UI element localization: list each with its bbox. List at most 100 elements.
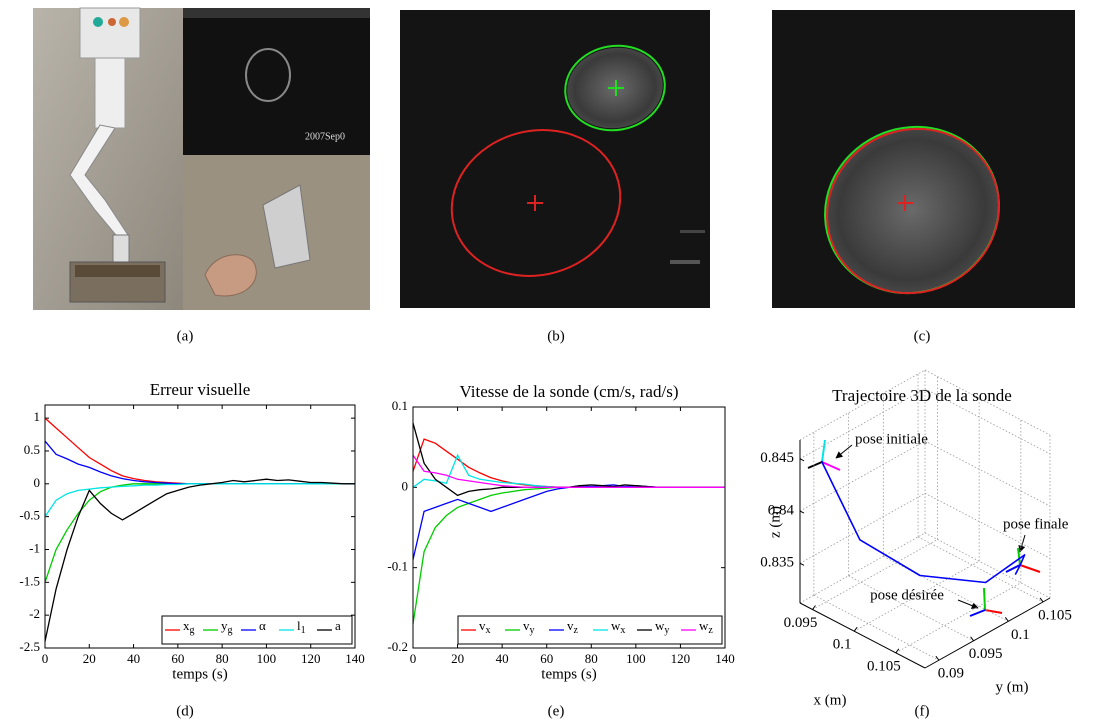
legend-label: yg	[221, 618, 233, 636]
pose-frames	[807, 439, 1041, 617]
grid-line	[895, 582, 1022, 654]
y-tick-label: 0.095	[969, 646, 1003, 662]
y-tick-label: -2.5	[19, 639, 40, 654]
x-tick-label: 80	[585, 651, 598, 666]
series-line	[44, 440, 355, 485]
caption: (e)	[548, 703, 565, 719]
legend-label: vz	[567, 618, 579, 636]
y-tick-label: -0.1	[387, 559, 408, 574]
legend-label: l1	[297, 618, 306, 636]
trajectory	[820, 460, 1026, 584]
x-tick-label: 0.105	[867, 658, 901, 674]
legend-label: vy	[523, 618, 535, 636]
photo-a: 2007Sep0	[33, 7, 370, 310]
x-tick-label: 20	[83, 651, 96, 666]
y-axis	[924, 597, 1051, 669]
legend-label: vx	[479, 618, 491, 636]
x-tick	[853, 626, 858, 632]
caption: (a)	[177, 328, 194, 344]
box-edge	[924, 532, 1051, 599]
annotation: pose finale	[1003, 516, 1069, 532]
y-tick-label: 0.09	[938, 666, 964, 682]
x-axis-label: x (m)	[814, 692, 847, 708]
image-text: 2007Sep0	[305, 131, 345, 142]
x-tick-label: 80	[216, 651, 229, 666]
y-tick-label: 1	[34, 409, 41, 424]
x-tick-label: 120	[301, 651, 321, 666]
x-tick-label: 20	[451, 651, 464, 666]
grid-line	[883, 555, 1009, 622]
annotation: pose désirée	[870, 587, 944, 603]
grid-line	[924, 440, 1051, 507]
z-tick	[799, 562, 805, 566]
y-tick-label: 0	[402, 478, 409, 493]
series-line	[412, 454, 725, 488]
y-tick-label: -0.2	[387, 639, 408, 654]
y-tick-label: 0.1	[1011, 627, 1030, 643]
z-tick-label: 0.84	[768, 502, 795, 518]
grid-line	[853, 560, 980, 632]
legend-label: wx	[611, 618, 625, 636]
x-axis-label: temps (s)	[172, 666, 227, 682]
x-tick-label: 100	[626, 651, 646, 666]
box-edge	[924, 369, 1051, 436]
x-tick-label: 0.095	[784, 615, 818, 631]
legend-label: xg	[183, 618, 195, 636]
image-b	[400, 10, 710, 308]
y-tick-label: 0.105	[1038, 607, 1072, 623]
y-tick	[1039, 597, 1044, 603]
series-line	[412, 486, 725, 624]
series-line	[412, 453, 725, 488]
y-tick-label: -0.5	[19, 508, 40, 523]
chart-title: Vitesse de la sonde (cm/s, rad/s)	[460, 382, 679, 401]
grid-line	[848, 575, 974, 642]
series-line	[412, 484, 725, 560]
image-c	[772, 10, 1075, 308]
x-axis-label: temps (s)	[541, 666, 596, 682]
legend-label: wy	[655, 618, 669, 636]
x-tick-label: 0.1	[833, 637, 852, 653]
x-tick-label: 140	[715, 651, 735, 666]
y-tick	[1004, 617, 1009, 622]
series-line	[44, 417, 355, 485]
legend-label: a	[335, 618, 341, 633]
legend-label: α	[259, 618, 266, 633]
y-tick-label: 0.1	[392, 398, 408, 413]
x-tick-label: 40	[127, 651, 140, 666]
series-line	[44, 483, 355, 583]
y-tick-label: -1	[29, 540, 40, 555]
x-tick-label: 140	[345, 651, 365, 666]
y-tick-label: -2	[29, 606, 40, 621]
legend-box	[457, 615, 723, 645]
grid-line	[812, 539, 938, 610]
caption: (c)	[914, 328, 931, 344]
x-tick-label: 40	[496, 651, 509, 666]
x-tick	[895, 648, 900, 654]
x-tick-label: 0	[42, 651, 49, 666]
x-tick	[812, 605, 816, 610]
caption: (d)	[176, 703, 194, 719]
y-tick-label: 0.5	[24, 442, 40, 457]
x-tick-label: 60	[540, 651, 553, 666]
grid-line	[917, 536, 1044, 603]
series-line	[44, 478, 355, 642]
annotation: pose initiale	[855, 431, 928, 447]
series-line	[44, 483, 355, 517]
y-axis-label: y (m)	[996, 679, 1029, 695]
plot-frame	[44, 404, 356, 649]
grid-line	[813, 594, 940, 661]
caption: (b)	[547, 328, 565, 344]
y-tick	[935, 655, 940, 661]
x-tick-label: 60	[171, 651, 184, 666]
z-tick-label: 0.845	[760, 450, 794, 466]
z-tick	[799, 510, 805, 514]
y-tick	[970, 636, 975, 642]
y-tick-label: 0	[34, 475, 41, 490]
z-axis-label: z (m)	[767, 506, 783, 538]
grid-line	[924, 492, 1051, 559]
chart-title: Erreur visuelle	[150, 380, 251, 399]
grid-line	[799, 440, 926, 512]
caption: (f)	[915, 703, 930, 719]
plot-frame	[412, 406, 726, 649]
box-edge	[799, 369, 926, 441]
